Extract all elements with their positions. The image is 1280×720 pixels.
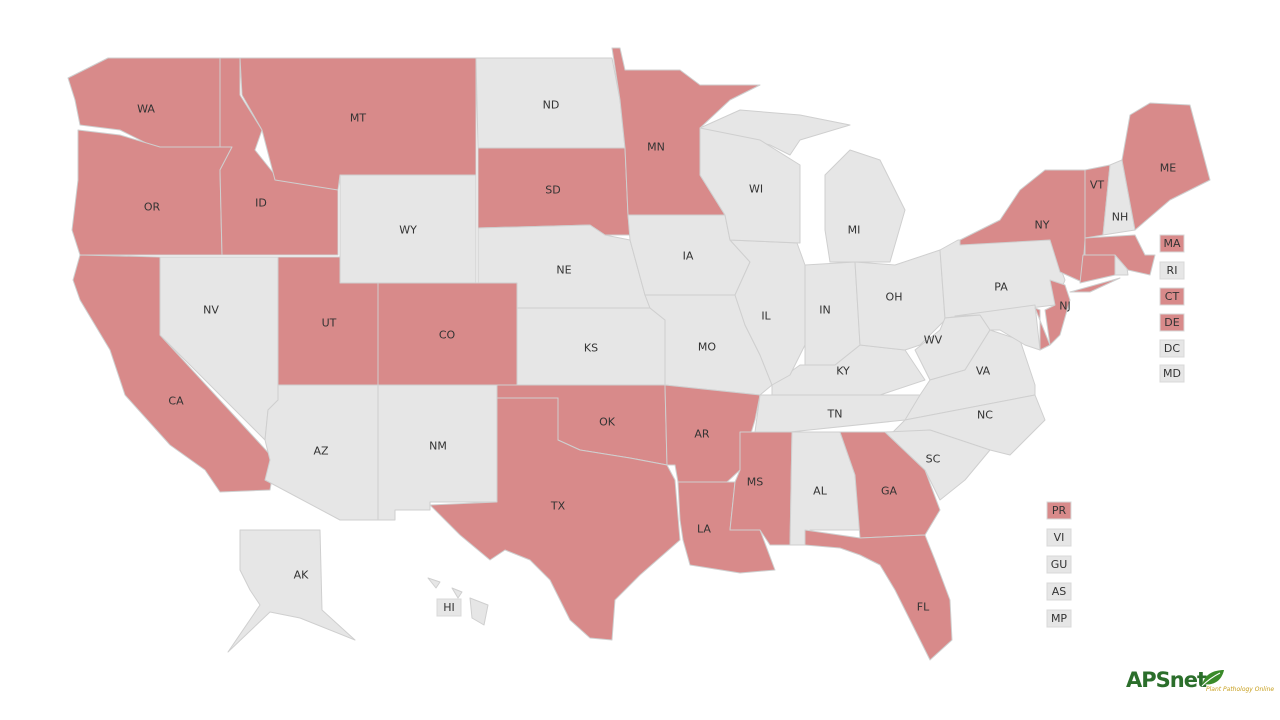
state-box-ma[interactable]	[1159, 234, 1185, 253]
state-hi[interactable]	[427, 577, 489, 626]
state-box-mp[interactable]	[1046, 609, 1072, 628]
state-in[interactable]	[804, 261, 861, 366]
state-box-gu[interactable]	[1046, 555, 1072, 574]
state-box-hi[interactable]	[436, 598, 462, 617]
state-mi[interactable]	[699, 109, 906, 263]
state-co[interactable]	[377, 282, 518, 386]
state-ks[interactable]	[516, 307, 666, 386]
state-sc[interactable]	[884, 429, 991, 501]
state-box-md[interactable]	[1159, 364, 1185, 383]
state-ma[interactable]	[1084, 234, 1156, 276]
state-box-ri[interactable]	[1159, 261, 1185, 280]
state-wy[interactable]	[339, 174, 477, 284]
state-mt[interactable]	[239, 57, 477, 191]
state-or[interactable]	[71, 129, 233, 256]
state-box-vi[interactable]	[1046, 528, 1072, 547]
state-wi[interactable]	[699, 127, 801, 244]
state-box-as[interactable]	[1046, 582, 1072, 601]
state-box-pr[interactable]	[1046, 501, 1072, 520]
state-me[interactable]	[1121, 102, 1211, 231]
apsnet-logo: APSnet Plant Pathology Online	[1126, 668, 1275, 698]
state-ct[interactable]	[1079, 254, 1116, 284]
state-va[interactable]	[904, 329, 1036, 421]
state-nj[interactable]	[1044, 279, 1071, 346]
state-box-ct[interactable]	[1159, 287, 1185, 306]
logo-tagline: Plant Pathology Online	[1206, 686, 1275, 693]
state-box-de[interactable]	[1159, 313, 1185, 332]
state-box-dc[interactable]	[1159, 339, 1185, 358]
state-md[interactable]	[954, 304, 1041, 351]
state-sd[interactable]	[477, 147, 631, 236]
logo-name: APSnet	[1126, 668, 1207, 692]
state-nm[interactable]	[377, 384, 498, 521]
state-ak[interactable]	[227, 529, 356, 653]
state-nd[interactable]	[475, 57, 626, 149]
state-oh[interactable]	[854, 249, 946, 351]
state-il[interactable]	[729, 239, 806, 386]
state-fl[interactable]	[804, 529, 953, 661]
state-pa[interactable]	[939, 239, 1066, 319]
state-de[interactable]	[1034, 307, 1051, 351]
state-tx[interactable]	[429, 397, 681, 641]
state-mn[interactable]	[611, 47, 761, 216]
state-az[interactable]	[264, 384, 379, 521]
leaf-icon	[1201, 670, 1224, 687]
